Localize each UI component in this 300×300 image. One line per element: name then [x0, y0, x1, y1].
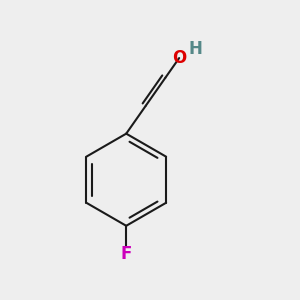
Text: O: O	[172, 49, 186, 67]
Text: F: F	[121, 245, 132, 263]
Text: H: H	[189, 40, 202, 58]
